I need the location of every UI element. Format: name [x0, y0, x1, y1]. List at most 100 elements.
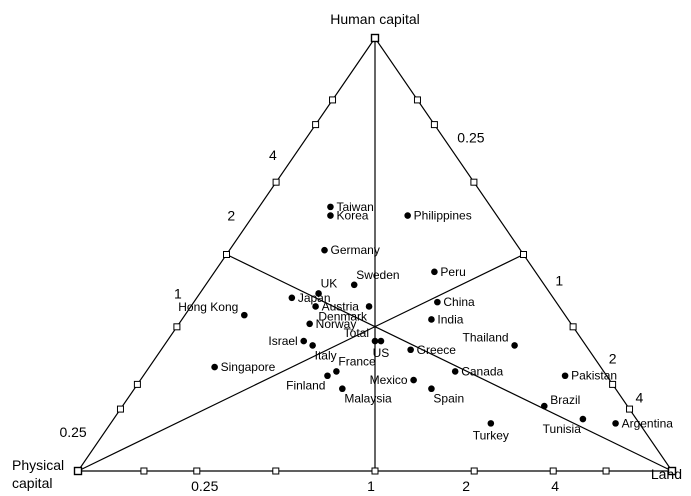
point-brazil: [540, 402, 548, 410]
label-total: Total: [344, 326, 369, 340]
label-korea: Korea: [336, 209, 368, 223]
label-tunisia: Tunisia: [543, 422, 582, 436]
tick-right-1: [430, 121, 438, 129]
label-peru: Peru: [440, 265, 465, 279]
tick-bottom-3: [371, 467, 379, 475]
point-spain: [428, 385, 435, 393]
label-hong-kong: Hong Kong: [178, 300, 238, 314]
tick-left-0: [329, 96, 337, 104]
ratio-label-left-2: 1: [174, 285, 182, 301]
point-singapore: [211, 363, 218, 371]
vertex-label-land: Land: [651, 466, 682, 482]
point-japan: [288, 294, 296, 302]
tick-left-6: [116, 405, 124, 413]
point-peru: [431, 268, 438, 276]
tick-left-5: [133, 380, 141, 388]
vertex-labels: Human capital Land Physical capital: [12, 11, 682, 491]
point-thailand: [511, 342, 518, 349]
vertex-label-physical-line-0: Physical: [12, 457, 64, 473]
tick-left-1: [312, 121, 320, 129]
point-israel: [300, 337, 308, 345]
ratio-label-left-0: 4: [269, 147, 277, 163]
label-finland: Finland: [286, 379, 325, 393]
point-malaysia: [339, 385, 346, 393]
ratio-label-bottom-11: 4: [551, 478, 559, 494]
label-sweden: Sweden: [356, 268, 399, 282]
tick-right-0: [413, 96, 421, 104]
vertex-label-human-capital: Human capital: [330, 11, 420, 27]
vertex-label-physical-line-1: capital: [12, 475, 52, 491]
label-argentina: Argentina: [622, 416, 674, 430]
label-mexico: Mexico: [370, 373, 408, 387]
tick-right-6: [626, 405, 634, 413]
label-france: France: [338, 354, 376, 368]
tick-bottom-4: [470, 467, 478, 475]
label-italy: Italy: [315, 348, 337, 362]
tick-right-4: [569, 323, 577, 331]
point-argentina: [612, 420, 619, 427]
label-canada: Canada: [461, 364, 503, 378]
point-france: [333, 368, 340, 375]
label-brazil: Brazil: [550, 393, 580, 407]
point-austria: [312, 303, 319, 310]
label-austria: Austria: [322, 299, 360, 313]
tick-right-5: [609, 380, 617, 388]
point-india: [428, 316, 435, 323]
point-mexico: [410, 376, 417, 384]
label-israel: Israel: [268, 334, 297, 348]
ratio-labels: 4 2 1 0.25 0.25 1 2 4 0.25 1 2 4: [59, 130, 643, 494]
point-canada: [451, 368, 459, 375]
tick-left-4: [173, 323, 181, 331]
label-greece: Greece: [417, 343, 457, 357]
point-sweden: [350, 281, 358, 289]
vertex-label-physical-capital: Physical capital: [12, 457, 64, 491]
label-japan: Japan: [298, 291, 331, 305]
point-finland: [324, 372, 331, 380]
ratio-label-right-6: 2: [609, 350, 617, 366]
point-pakistan: [561, 372, 569, 380]
point-philippines: [404, 212, 411, 219]
label-philippines: Philippines: [414, 209, 472, 223]
point-china: [434, 298, 441, 306]
point-total: [371, 337, 379, 345]
tick-bottom-0: [140, 467, 148, 475]
ratio-label-right-4: 0.25: [457, 130, 484, 146]
tick-right-3: [520, 251, 527, 258]
ratio-label-bottom-10: 2: [462, 478, 470, 494]
ratio-label-bottom-9: 1: [367, 478, 375, 494]
label-turkey: Turkey: [473, 428, 509, 442]
edge-ticks: [73, 33, 677, 476]
label-uk: UK: [321, 276, 338, 290]
vertex-marker-human: [370, 33, 380, 43]
point-denmark: [365, 303, 373, 310]
label-pakistan: Pakistan: [571, 369, 617, 383]
tick-left-3: [223, 251, 230, 258]
label-india: India: [437, 312, 463, 326]
label-singapore: Singapore: [221, 360, 276, 374]
ratio-label-right-7: 4: [636, 389, 644, 405]
tick-left-2: [272, 178, 280, 186]
label-malaysia: Malaysia: [344, 392, 392, 406]
point-turkey: [487, 420, 495, 427]
point-tunisia: [579, 415, 587, 423]
guide-line-land: [226, 253, 673, 472]
guide-line-physical: [77, 253, 524, 472]
ratio-label-left-1: 2: [227, 208, 235, 224]
label-us: US: [373, 346, 390, 360]
label-norway: Norway: [316, 317, 357, 331]
ratio-label-left-3: 0.25: [59, 424, 86, 440]
point-uk: [315, 290, 322, 297]
label-denmark: Denmark: [318, 309, 368, 323]
tick-bottom-6: [602, 467, 610, 475]
label-spain: Spain: [433, 392, 464, 406]
country-points: [211, 203, 619, 427]
label-taiwan: Taiwan: [336, 200, 373, 214]
label-germany: Germany: [331, 243, 380, 257]
point-norway: [306, 320, 313, 328]
tick-bottom-5: [549, 467, 557, 475]
guide-lines: [77, 38, 673, 472]
label-china: China: [443, 295, 475, 309]
point-us: [377, 337, 385, 345]
